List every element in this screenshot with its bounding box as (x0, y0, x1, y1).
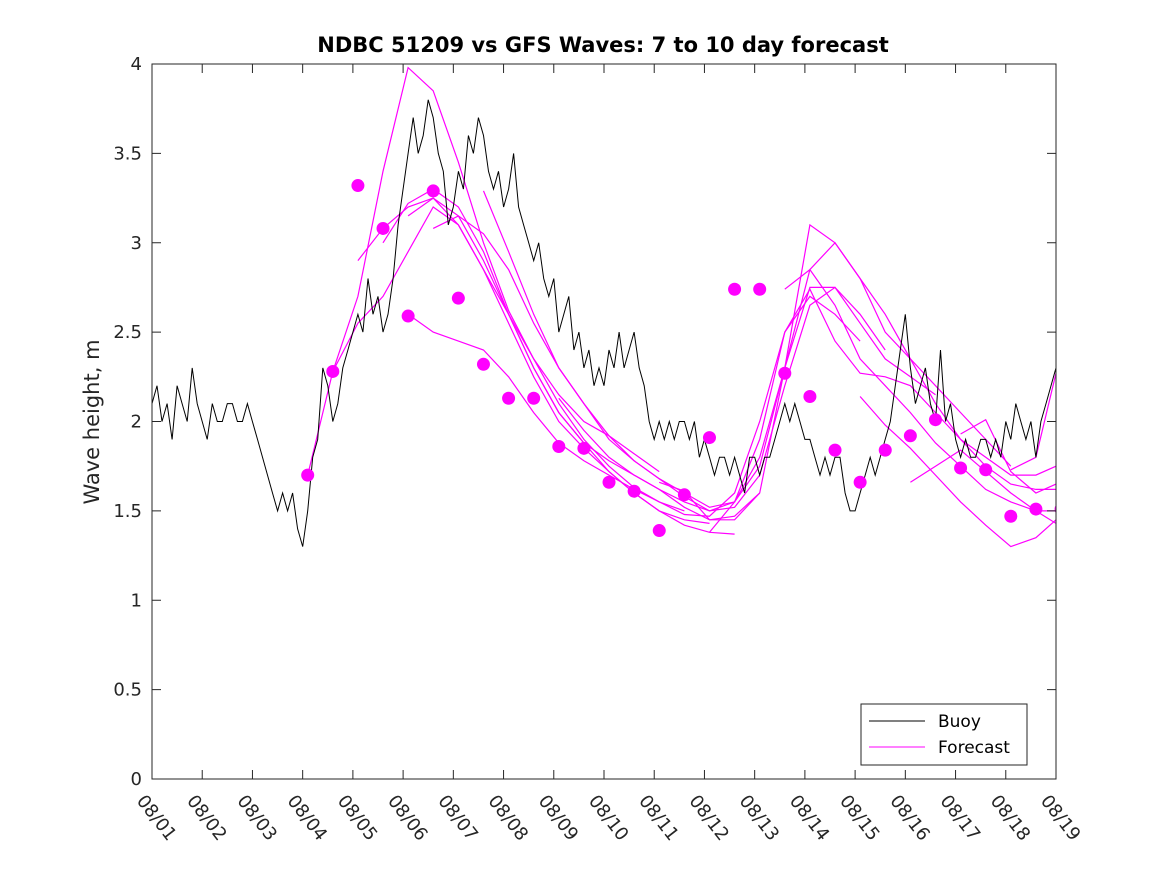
forecast-marker (677, 488, 691, 502)
forecast-marker (351, 179, 365, 193)
forecast-marker (652, 524, 666, 538)
legend-label-forecast: Forecast (938, 738, 1010, 758)
forecast-marker (979, 463, 993, 477)
y-tick-label: 4 (131, 54, 142, 75)
forecast-marker (301, 468, 315, 482)
forecast-marker (728, 282, 742, 296)
forecast-line (784, 268, 1056, 512)
forecast-marker (376, 221, 390, 235)
series-layer (152, 66, 1056, 548)
forecast-marker (928, 413, 942, 427)
y-tick-label: 3.5 (113, 143, 142, 164)
legend-box (860, 703, 1028, 766)
forecast-marker (527, 391, 541, 405)
forecast-marker (627, 484, 641, 498)
forecast-marker (451, 291, 465, 305)
y-tick-label: 0.5 (113, 680, 142, 701)
forecast-marker (878, 443, 892, 457)
forecast-marker (476, 357, 490, 371)
y-tick-label: 0 (131, 769, 142, 790)
forecast-line (859, 396, 1056, 548)
forecast-marker (552, 440, 566, 454)
forecast-marker (426, 184, 440, 198)
y-axis-label: Wave height, m (80, 339, 104, 504)
y-tick-label: 2.5 (113, 322, 142, 343)
forecast-marker (1004, 509, 1018, 523)
forecast-marker (502, 391, 516, 405)
y-tick-label: 3 (131, 233, 142, 254)
forecast-marker (602, 475, 616, 489)
forecast-line (307, 66, 660, 476)
forecast-marker (853, 475, 867, 489)
forecast-marker (326, 364, 340, 378)
legend: Buoy Forecast (860, 703, 1028, 766)
chart-title: NDBC 51209 vs GFS Waves: 7 to 10 day for… (317, 33, 888, 57)
y-tick-label: 1 (131, 590, 142, 611)
legend-label-buoy: Buoy (938, 712, 981, 732)
forecast-marker (954, 461, 968, 475)
forecast-line (960, 418, 1056, 494)
forecast-line (659, 223, 1056, 521)
forecast-marker (1029, 502, 1043, 516)
forecast-marker (903, 429, 917, 443)
forecast-line (709, 287, 1056, 533)
forecast-marker (753, 282, 767, 296)
forecast-line (482, 190, 936, 508)
forecast-marker (401, 309, 415, 323)
forecast-marker (828, 443, 842, 457)
buoy-line (152, 99, 1056, 547)
y-tick-label: 1.5 (113, 501, 142, 522)
forecast-marker (803, 389, 817, 403)
forecast-marker (778, 366, 792, 380)
forecast-marker (702, 431, 716, 445)
y-tick-label: 2 (131, 412, 142, 433)
forecast-marker (577, 441, 591, 455)
